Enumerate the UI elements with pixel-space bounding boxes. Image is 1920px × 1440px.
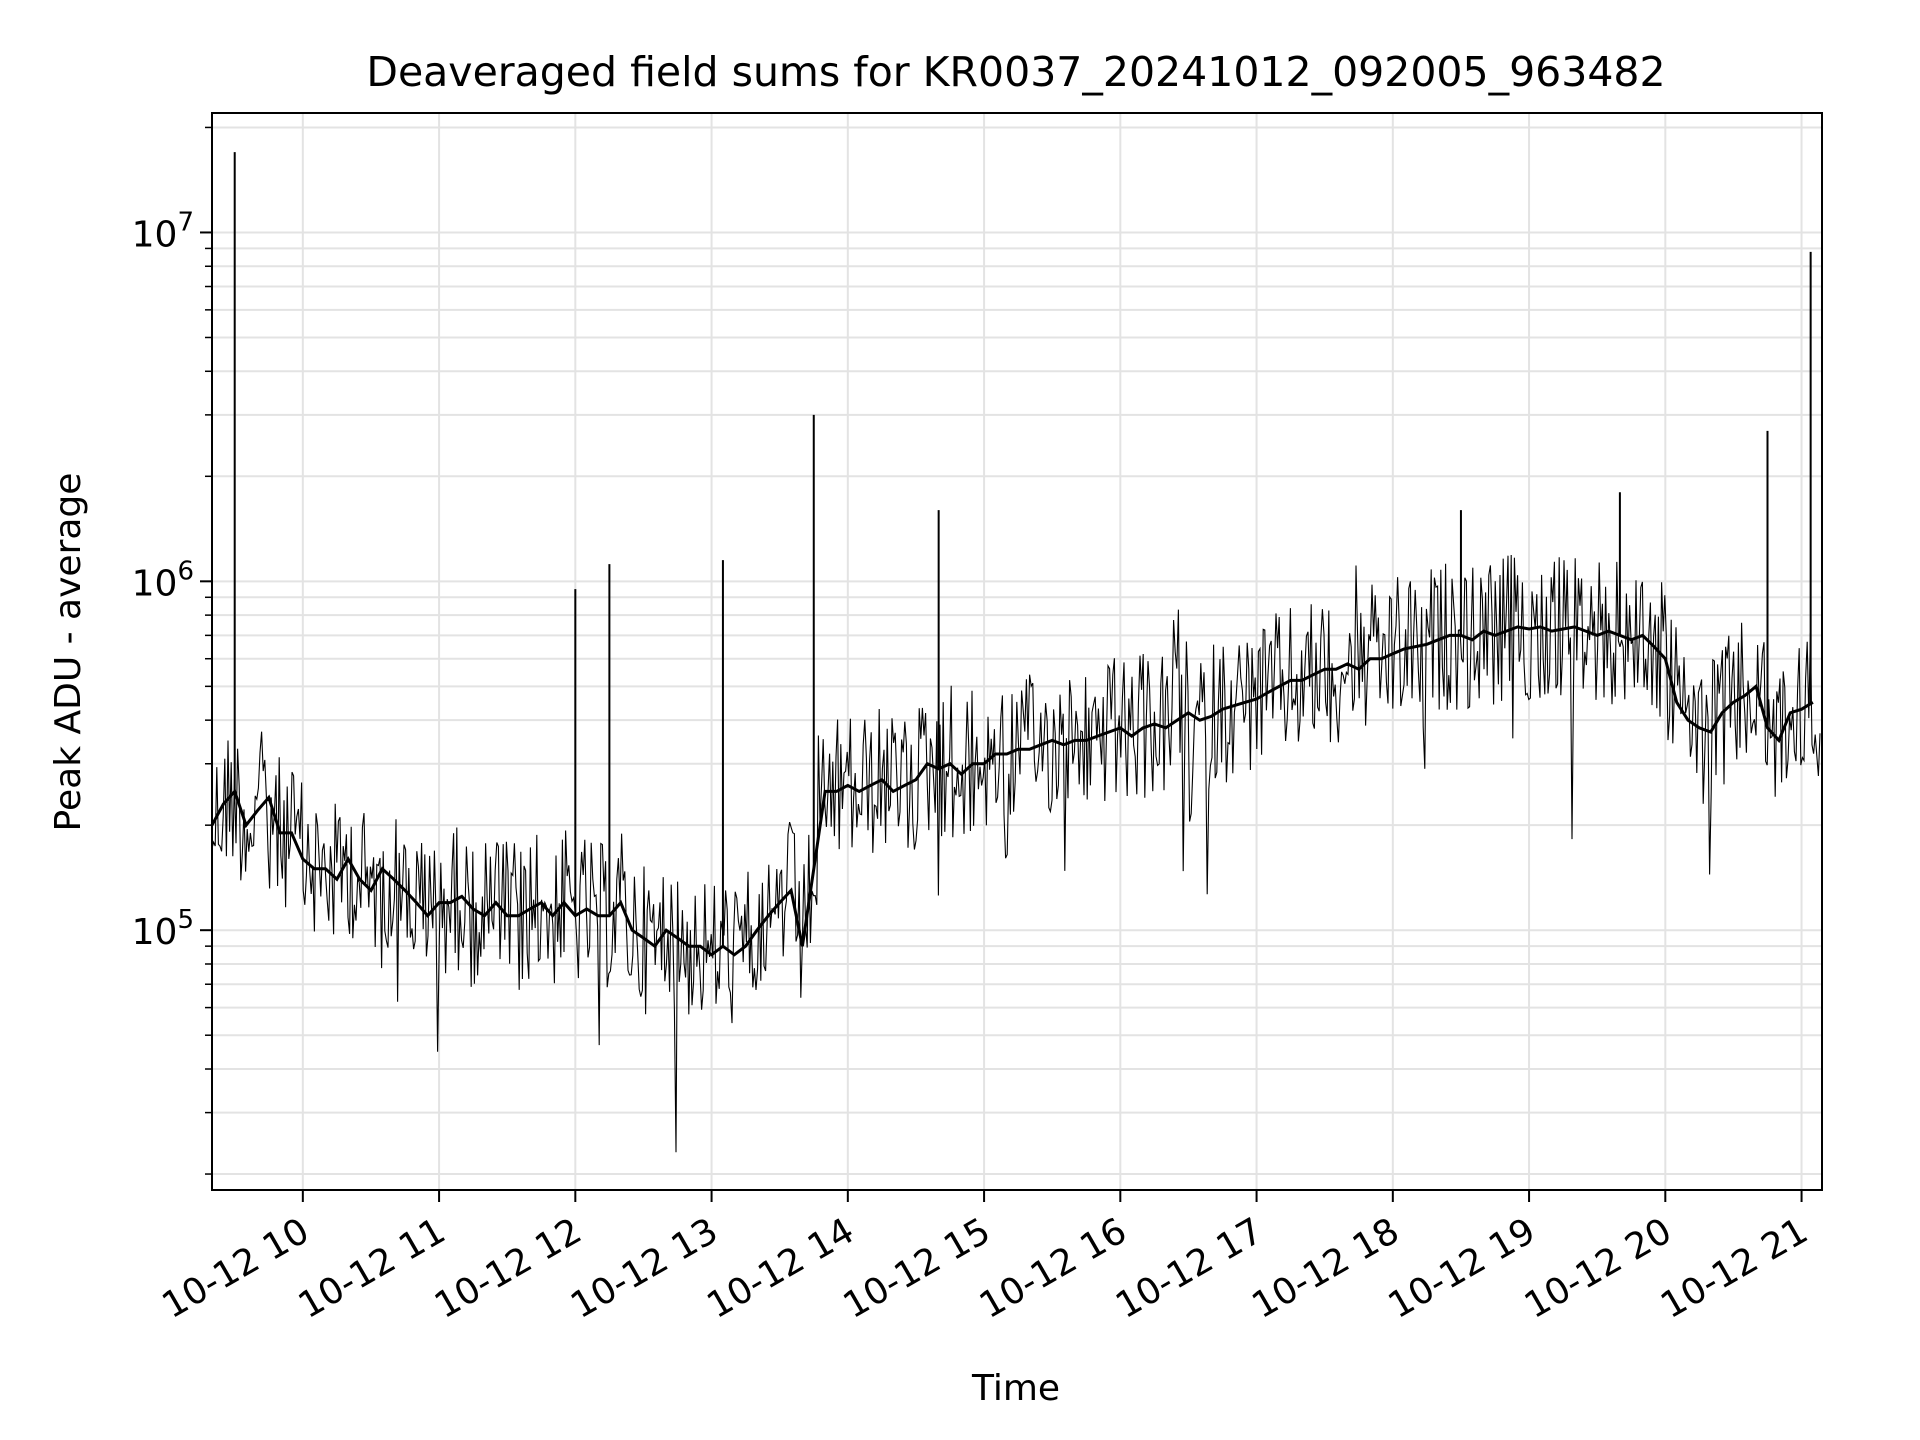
series-noise-line xyxy=(211,554,1821,1153)
x-axis-label: Time xyxy=(971,1368,1060,1409)
y-tick-label: 105 xyxy=(132,905,194,953)
plot-area-frame xyxy=(211,112,1823,1191)
data-series xyxy=(210,152,1821,1153)
grid xyxy=(212,113,1822,1190)
y-tick-label: 107 xyxy=(132,207,194,255)
y-tick-label: 106 xyxy=(132,556,194,604)
y-axis: 105 106 107 xyxy=(132,126,212,1175)
chart-title: Deaveraged field sums for KR0037_2024101… xyxy=(366,48,1665,96)
y-axis-label: Peak ADU - average xyxy=(48,473,89,832)
